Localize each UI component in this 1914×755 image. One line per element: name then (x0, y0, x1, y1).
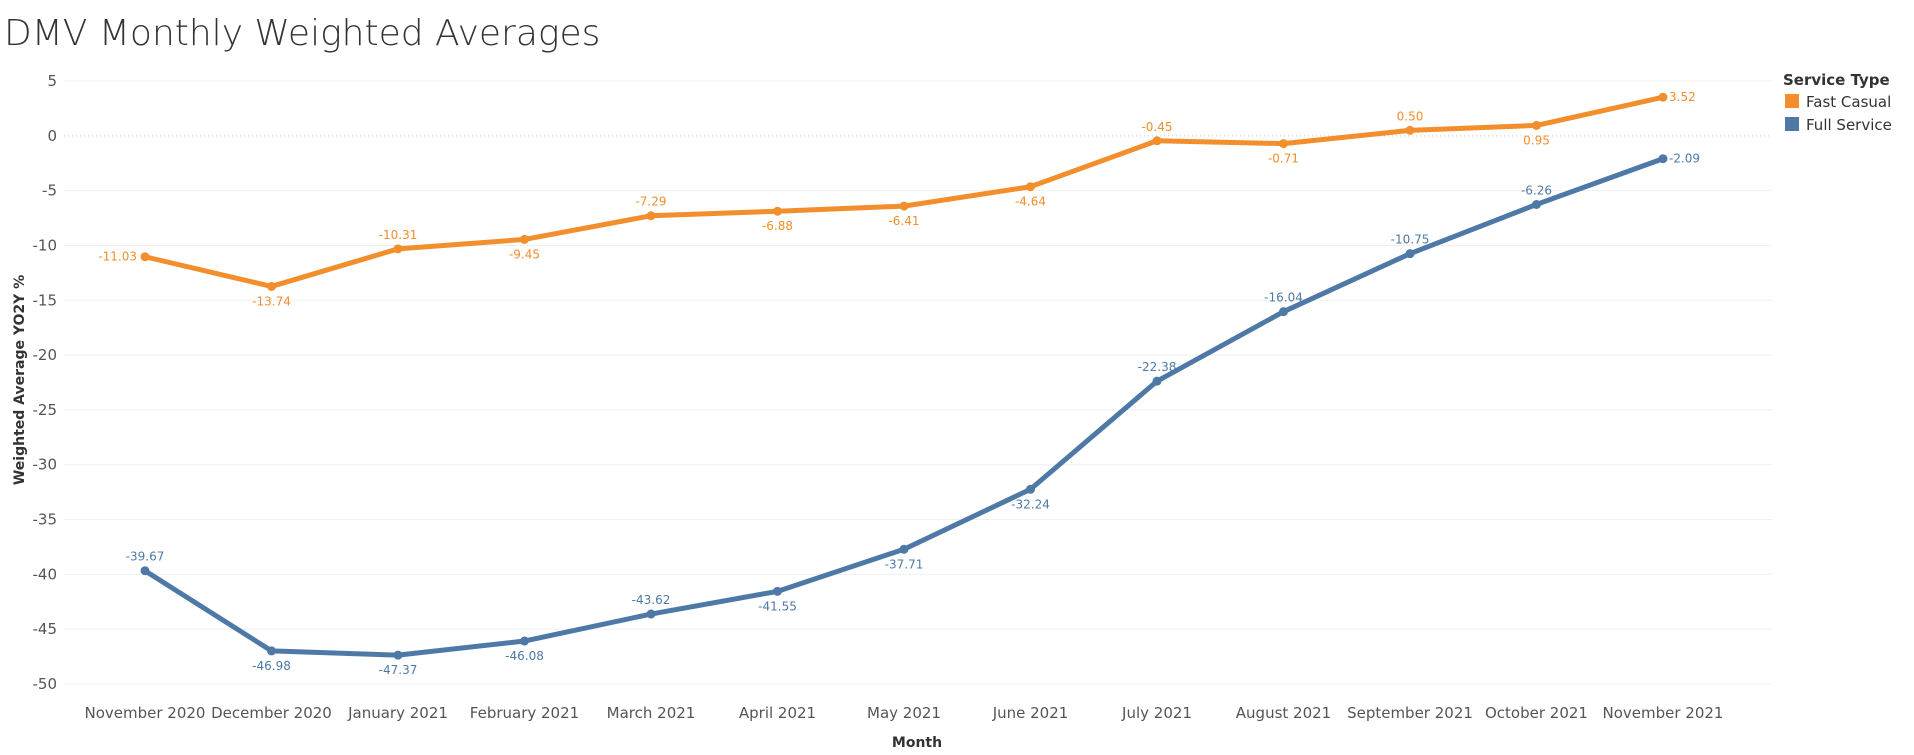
y-axis-label: Weighted Average YO2Y % (12, 275, 28, 485)
data-label-fast-casual: -6.88 (762, 219, 793, 233)
series-line-fast-casual (142, 94, 1666, 289)
data-point-full-service[interactable] (1026, 484, 1035, 494)
data-label-full-service: -39.67 (126, 550, 165, 564)
x-tick-label: September 2021 (1347, 704, 1473, 722)
x-tick-label: March 2021 (607, 704, 696, 722)
y-tick-label: -10 (33, 236, 58, 254)
x-tick-label: April 2021 (739, 704, 816, 722)
data-label-full-service: -2.09 (1669, 152, 1700, 166)
series-line-full-service (142, 156, 1666, 658)
y-tick-label: -25 (33, 401, 58, 419)
data-point-full-service[interactable] (1405, 249, 1415, 259)
x-axis-ticks: November 2020 December 2020 January 2021 Fe… (85, 704, 1724, 722)
data-point-full-service[interactable] (899, 544, 909, 554)
data-label-full-service: -47.37 (379, 663, 418, 677)
legend-label-full-service[interactable]: Full Service (1806, 116, 1892, 134)
legend-label-fast-casual[interactable]: Fast Casual (1806, 93, 1891, 111)
data-point-full-service[interactable] (1279, 307, 1288, 317)
y-tick-label: -30 (33, 456, 58, 474)
series-lines (140, 92, 1668, 660)
y-axis-ticks: 5 0 -5 -10 -15 -20 -25 -30 -35 -40 -45 -50 (33, 72, 58, 693)
data-labels: -11.03 -13.74 -10.31 -9.45 -7.29 -6.88 -6.41 -4… (98, 90, 1700, 677)
y-tick-label: -15 (33, 291, 58, 309)
y-tick-label: -35 (33, 511, 58, 529)
data-label-fast-casual: 0.50 (1397, 109, 1424, 123)
data-label-full-service: -46.08 (505, 649, 544, 663)
y-tick-label: -40 (33, 565, 58, 583)
data-point-full-service[interactable] (267, 646, 276, 656)
data-point-full-service[interactable] (773, 586, 782, 596)
data-point-full-service[interactable] (1152, 376, 1162, 386)
x-tick-label: June 2021 (992, 704, 1069, 722)
data-label-fast-casual: -0.45 (1141, 120, 1172, 134)
x-tick-label: July 2021 (1121, 704, 1192, 722)
data-label-full-service: -37.71 (885, 557, 924, 571)
y-tick-label: -50 (33, 675, 58, 693)
x-tick-label: October 2021 (1485, 704, 1588, 722)
data-point-fast-casual[interactable] (267, 281, 276, 291)
data-label-fast-casual: -6.41 (888, 214, 919, 228)
data-point-fast-casual[interactable] (899, 201, 909, 211)
data-label-fast-casual: -13.74 (252, 294, 291, 308)
chart-title: DMV Monthly Weighted Averages (4, 13, 600, 54)
data-point-full-service[interactable] (140, 566, 150, 576)
x-tick-label: November 2020 (85, 704, 206, 722)
data-point-fast-casual[interactable] (1405, 125, 1415, 135)
data-point-fast-casual[interactable] (773, 206, 782, 216)
data-label-full-service: -46.98 (252, 659, 291, 673)
data-point-fast-casual[interactable] (520, 234, 529, 244)
legend-title: Service Type (1783, 71, 1890, 89)
y-tick-label: 0 (47, 127, 57, 145)
data-label-fast-casual: -10.31 (379, 228, 418, 242)
data-point-fast-casual[interactable] (646, 211, 656, 221)
data-point-fast-casual[interactable] (1532, 120, 1541, 130)
gridlines (64, 80, 1772, 685)
y-tick-label: -45 (33, 620, 58, 638)
data-point-fast-casual[interactable] (1152, 136, 1162, 146)
data-label-full-service: -6.26 (1521, 183, 1552, 197)
data-point-full-service[interactable] (1658, 154, 1668, 164)
data-label-fast-casual: -4.64 (1015, 195, 1046, 209)
data-label-fast-casual: 3.52 (1669, 90, 1696, 104)
y-tick-label: -20 (33, 346, 58, 364)
x-tick-label: January 2021 (347, 704, 448, 722)
data-label-fast-casual: 0.95 (1523, 133, 1550, 147)
data-label-full-service: -10.75 (1391, 233, 1430, 247)
x-axis-label: Month (892, 735, 942, 751)
data-point-full-service[interactable] (646, 609, 656, 619)
data-label-full-service: -41.55 (758, 599, 797, 613)
data-label-fast-casual: -0.71 (1268, 152, 1299, 166)
data-label-fast-casual: -9.45 (509, 247, 540, 261)
legend-swatch-full-service (1785, 117, 1799, 131)
data-point-fast-casual[interactable] (1658, 92, 1668, 102)
x-tick-label: August 2021 (1236, 704, 1331, 722)
data-point-full-service[interactable] (1532, 199, 1541, 209)
y-tick-label: -5 (42, 182, 57, 200)
legend-swatch-fast-casual (1785, 94, 1799, 108)
data-point-full-service[interactable] (520, 636, 529, 646)
data-point-full-service[interactable] (393, 650, 403, 660)
data-label-fast-casual: -7.29 (635, 195, 666, 209)
x-tick-label: February 2021 (470, 704, 579, 722)
data-label-fast-casual: -11.03 (98, 250, 137, 264)
x-tick-label: December 2020 (211, 704, 332, 722)
data-point-fast-casual[interactable] (140, 252, 150, 262)
data-point-fast-casual[interactable] (1026, 182, 1035, 192)
y-tick-label: 5 (47, 72, 57, 90)
data-point-fast-casual[interactable] (1279, 139, 1288, 149)
legend: Service Type Fast Casual Full Service (1783, 71, 1892, 134)
x-tick-label: May 2021 (867, 704, 941, 722)
data-point-fast-casual[interactable] (393, 244, 403, 254)
data-label-full-service: -16.04 (1264, 291, 1303, 305)
data-label-full-service: -43.62 (632, 593, 671, 607)
x-tick-label: November 2021 (1603, 704, 1724, 722)
data-label-full-service: -32.24 (1011, 497, 1050, 511)
data-label-full-service: -22.38 (1138, 360, 1177, 374)
